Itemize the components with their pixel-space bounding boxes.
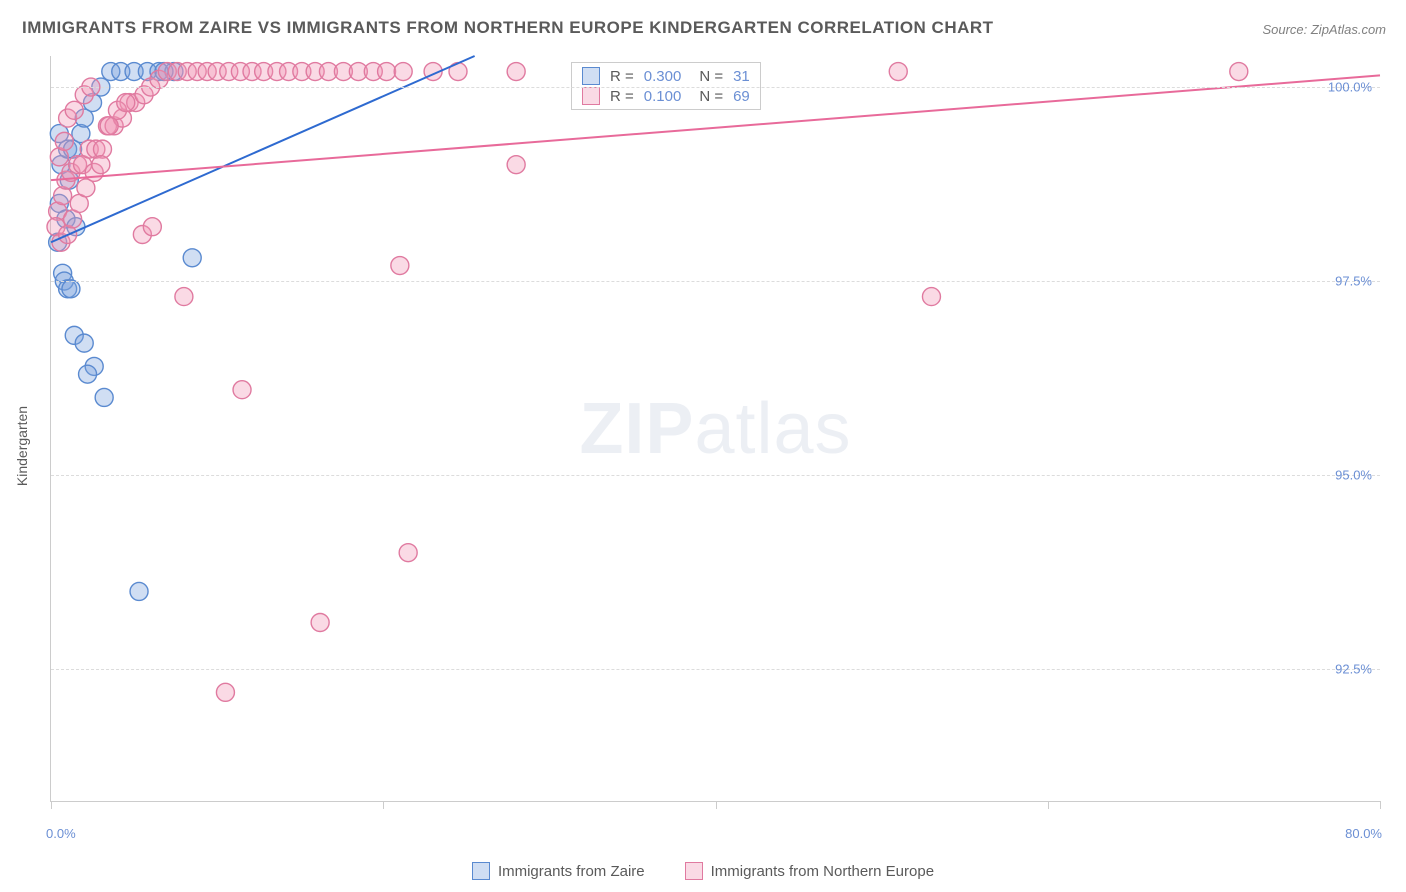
plot-area: ZIPatlas R = 0.300 N = 31 R = 0.100 N = …	[50, 56, 1380, 802]
gridline	[51, 281, 1380, 282]
data-point	[391, 257, 409, 275]
legend-stats: R = 0.300 N = 31 R = 0.100 N = 69	[571, 62, 761, 110]
legend-stats-row: R = 0.300 N = 31	[582, 67, 750, 85]
x-max-label: 80.0%	[1345, 826, 1382, 841]
legend-stats-row: R = 0.100 N = 69	[582, 87, 750, 105]
x-tick	[51, 801, 52, 809]
y-tick-label: 97.5%	[1335, 274, 1372, 289]
n-value-neurope: 69	[733, 88, 750, 105]
data-point	[130, 582, 148, 600]
data-point	[79, 365, 97, 383]
n-value-zaire: 31	[733, 68, 750, 85]
legend-swatch-zaire	[582, 67, 600, 85]
data-point	[117, 94, 135, 112]
r-value-neurope: 0.100	[644, 88, 682, 105]
data-point	[216, 683, 234, 701]
r-label: R =	[610, 68, 634, 85]
legend-bottom: Immigrants from Zaire Immigrants from No…	[0, 862, 1406, 880]
legend-item-neurope: Immigrants from Northern Europe	[685, 862, 934, 880]
legend-label-zaire: Immigrants from Zaire	[498, 863, 645, 880]
data-point	[92, 156, 110, 174]
x-tick	[1048, 801, 1049, 809]
gridline	[51, 87, 1380, 88]
r-label: R =	[610, 88, 634, 105]
data-point	[922, 288, 940, 306]
legend-swatch-zaire	[472, 862, 490, 880]
trend-line	[51, 56, 475, 242]
data-point	[394, 63, 412, 81]
y-tick-label: 95.0%	[1335, 468, 1372, 483]
data-point	[507, 156, 525, 174]
data-point	[55, 132, 73, 150]
data-point	[143, 218, 161, 236]
n-label: N =	[699, 88, 723, 105]
data-point	[889, 63, 907, 81]
y-tick-label: 100.0%	[1328, 80, 1372, 95]
y-axis-title: Kindergarten	[14, 406, 30, 486]
legend-label-neurope: Immigrants from Northern Europe	[711, 863, 934, 880]
data-point	[399, 544, 417, 562]
legend-item-zaire: Immigrants from Zaire	[472, 862, 645, 880]
r-value-zaire: 0.300	[644, 68, 682, 85]
data-point	[1230, 63, 1248, 81]
data-point	[233, 381, 251, 399]
chart-title: IMMIGRANTS FROM ZAIRE VS IMMIGRANTS FROM…	[22, 18, 994, 38]
x-min-label: 0.0%	[46, 826, 76, 841]
data-point	[183, 249, 201, 267]
data-point	[507, 63, 525, 81]
gridline	[51, 475, 1380, 476]
data-point	[65, 101, 83, 119]
gridline	[51, 669, 1380, 670]
y-tick-label: 92.5%	[1335, 662, 1372, 677]
data-point	[378, 63, 396, 81]
legend-swatch-neurope	[582, 87, 600, 105]
legend-swatch-neurope	[685, 862, 703, 880]
data-point	[175, 288, 193, 306]
x-tick	[1380, 801, 1381, 809]
chart-svg	[51, 56, 1380, 801]
x-tick	[716, 801, 717, 809]
source-label: Source: ZipAtlas.com	[1262, 22, 1386, 37]
data-point	[95, 388, 113, 406]
data-point	[62, 280, 80, 298]
data-point	[75, 334, 93, 352]
n-label: N =	[699, 68, 723, 85]
data-point	[311, 614, 329, 632]
x-tick	[383, 801, 384, 809]
